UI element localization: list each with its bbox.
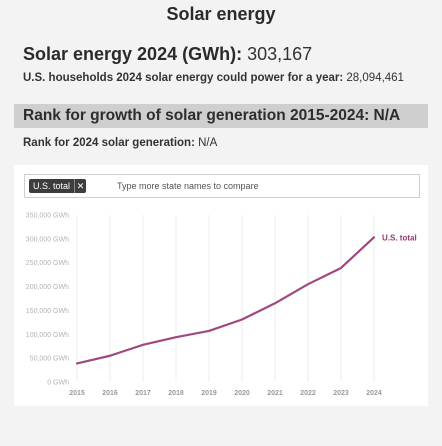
households-stat: U.S. households 2024 solar energy could … xyxy=(23,72,404,84)
x-tick-label: 2015 xyxy=(69,390,85,397)
x-tick-label: 2023 xyxy=(333,390,349,397)
x-tick-label: 2020 xyxy=(234,390,250,397)
page-title: Solar energy xyxy=(166,4,276,24)
x-tick-label: 2024 xyxy=(366,390,382,397)
solar-energy-label: Solar energy 2024 (GWh): xyxy=(23,44,243,64)
rank-2024-value: N/A xyxy=(198,137,218,149)
rank-growth-banner: Rank for growth of solar generation 2015… xyxy=(14,104,428,128)
y-tick-label: 0 GWh xyxy=(47,380,69,387)
y-tick-label: 250,000 GWh xyxy=(26,260,69,267)
y-tick-label: 50,000 GWh xyxy=(30,356,69,363)
rank-2024-stat: Rank for 2024 solar generation: N/A xyxy=(23,137,217,149)
state-search-input[interactable] xyxy=(117,179,407,193)
households-value: 28,094,461 xyxy=(346,72,404,84)
rank-2024-label: Rank for 2024 solar generation: xyxy=(23,137,195,149)
rank-growth-text: Rank for growth of solar generation 2015… xyxy=(23,107,401,124)
x-tick-label: 2016 xyxy=(102,390,118,397)
y-tick-label: 300,000 GWh xyxy=(26,236,69,243)
x-tick-label: 2017 xyxy=(135,390,151,397)
close-icon[interactable]: ✕ xyxy=(74,179,86,193)
solar-energy-stat: Solar energy 2024 (GWh): 303,167 xyxy=(23,44,312,65)
households-label: U.S. households 2024 solar energy could … xyxy=(23,72,344,84)
x-tick-label: 2022 xyxy=(300,390,316,397)
state-search-box[interactable]: U.S. total ✕ xyxy=(24,174,420,198)
selected-state-tag-label: U.S. total xyxy=(33,181,71,191)
chart-card xyxy=(14,165,428,406)
selected-state-tag: U.S. total ✕ xyxy=(29,179,87,193)
x-tick-label: 2019 xyxy=(201,390,217,397)
x-tick-label: 2018 xyxy=(168,390,184,397)
y-tick-label: 100,000 GWh xyxy=(26,332,69,339)
y-tick-label: 150,000 GWh xyxy=(26,308,69,315)
y-tick-label: 200,000 GWh xyxy=(26,284,69,291)
series-line xyxy=(75,236,376,365)
x-tick-label: 2021 xyxy=(267,390,283,397)
y-tick-label: 350,000 GWh xyxy=(26,213,69,220)
solar-energy-value: 303,167 xyxy=(247,44,313,64)
series-label: U.S. total xyxy=(382,233,417,242)
